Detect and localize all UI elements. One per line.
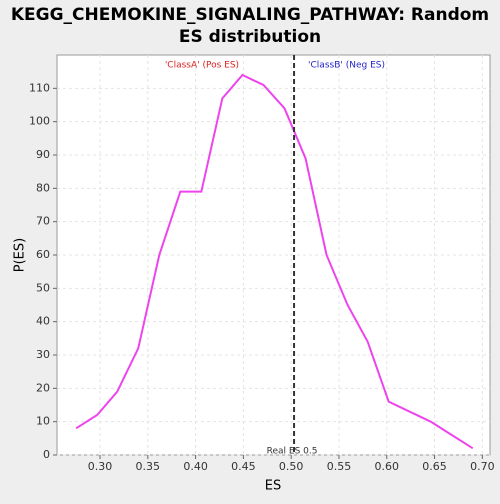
x-tick-label: 0.40 bbox=[183, 460, 208, 473]
real-es-label: Real ES 0.5 bbox=[267, 447, 318, 457]
y-tick-label: 60 bbox=[36, 248, 50, 261]
y-tick-label: 90 bbox=[36, 148, 50, 161]
y-tick-label: 50 bbox=[36, 281, 50, 294]
x-tick-label: 0.70 bbox=[470, 460, 495, 473]
y-tick-label: 10 bbox=[36, 415, 50, 428]
x-tick-label: 0.45 bbox=[231, 460, 256, 473]
x-tick-label: 0.60 bbox=[375, 460, 400, 473]
y-tick-label: 0 bbox=[43, 448, 50, 461]
x-tick-label: 0.50 bbox=[279, 460, 304, 473]
pos-label: 'ClassA' (Pos ES) bbox=[165, 61, 239, 71]
x-tick-label: 0.30 bbox=[88, 460, 113, 473]
data-line bbox=[75, 73, 474, 450]
y-tick-label: 20 bbox=[36, 381, 50, 394]
y-tick-label: 40 bbox=[36, 315, 50, 328]
y-tick-label: 80 bbox=[36, 181, 50, 194]
x-tick-label: 0.55 bbox=[327, 460, 352, 473]
x-tick-label: 0.35 bbox=[136, 460, 161, 473]
x-axis-label: ES bbox=[265, 479, 281, 494]
x-tick-label: 0.65 bbox=[422, 460, 447, 473]
y-tick-label: 70 bbox=[36, 215, 50, 228]
y-tick-label: 110 bbox=[29, 81, 50, 94]
y-axis-label: P(ES) bbox=[13, 238, 28, 272]
y-tick-label: 30 bbox=[36, 348, 50, 361]
neg-label: 'ClassB' (Neg ES) bbox=[308, 61, 385, 71]
chart-title: KEGG_CHEMOKINE_SIGNALING_PATHWAY: Random… bbox=[11, 5, 489, 47]
y-tick-label: 100 bbox=[29, 115, 50, 128]
